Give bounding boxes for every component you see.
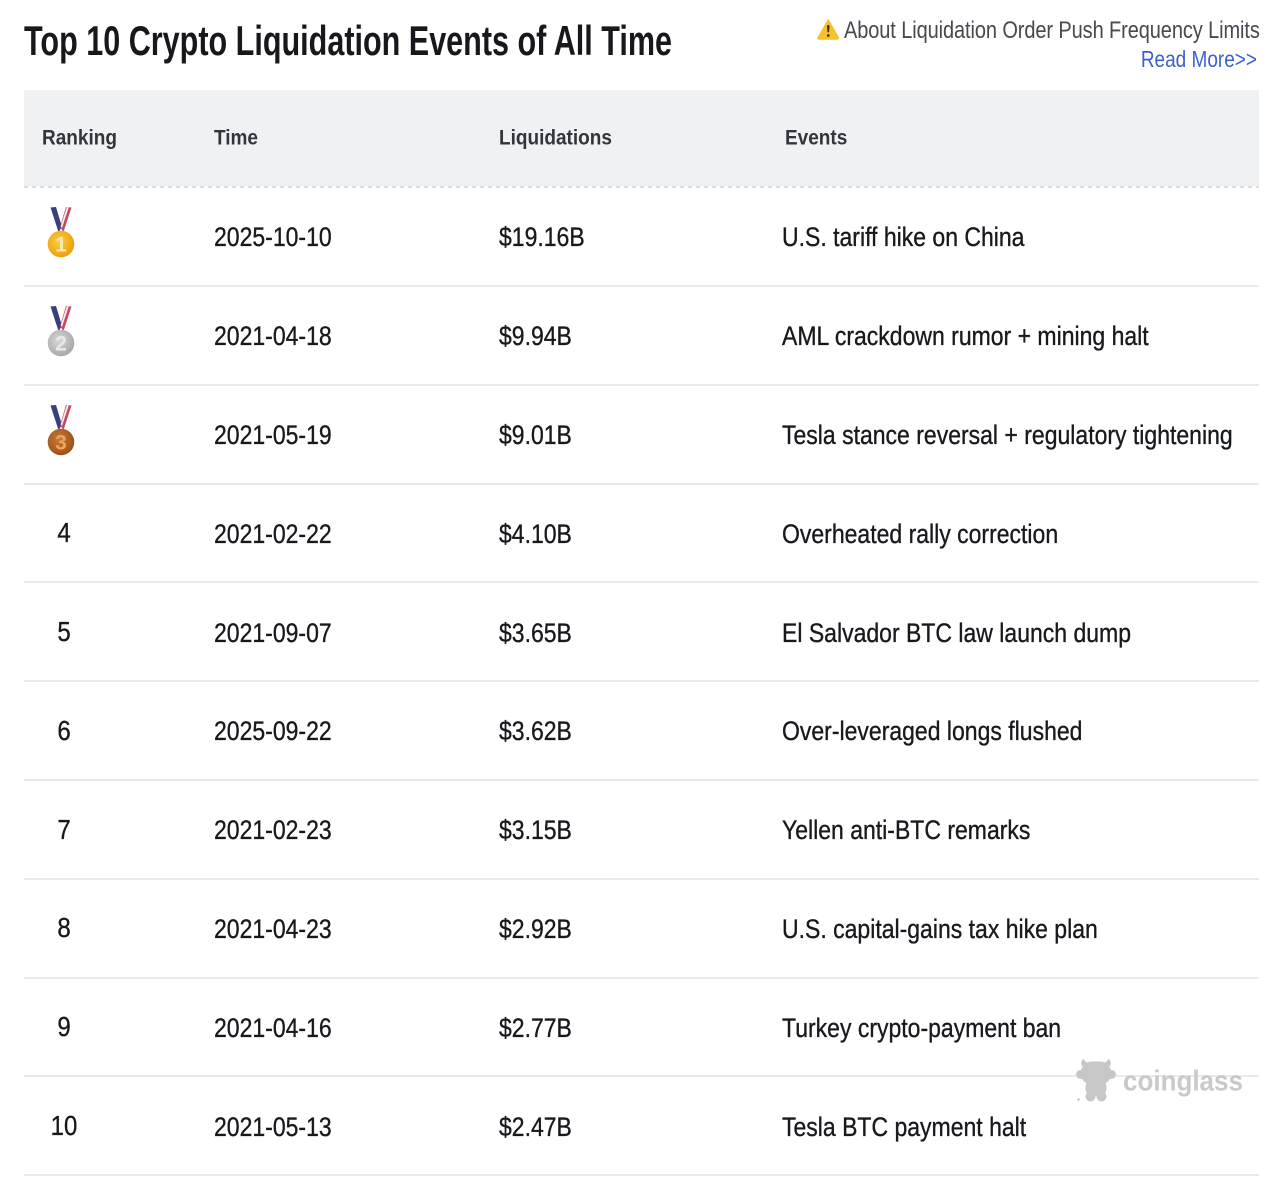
svg-text:2: 2 [55,332,67,355]
svg-text:1: 1 [55,234,67,257]
svg-text:3: 3 [55,431,67,454]
